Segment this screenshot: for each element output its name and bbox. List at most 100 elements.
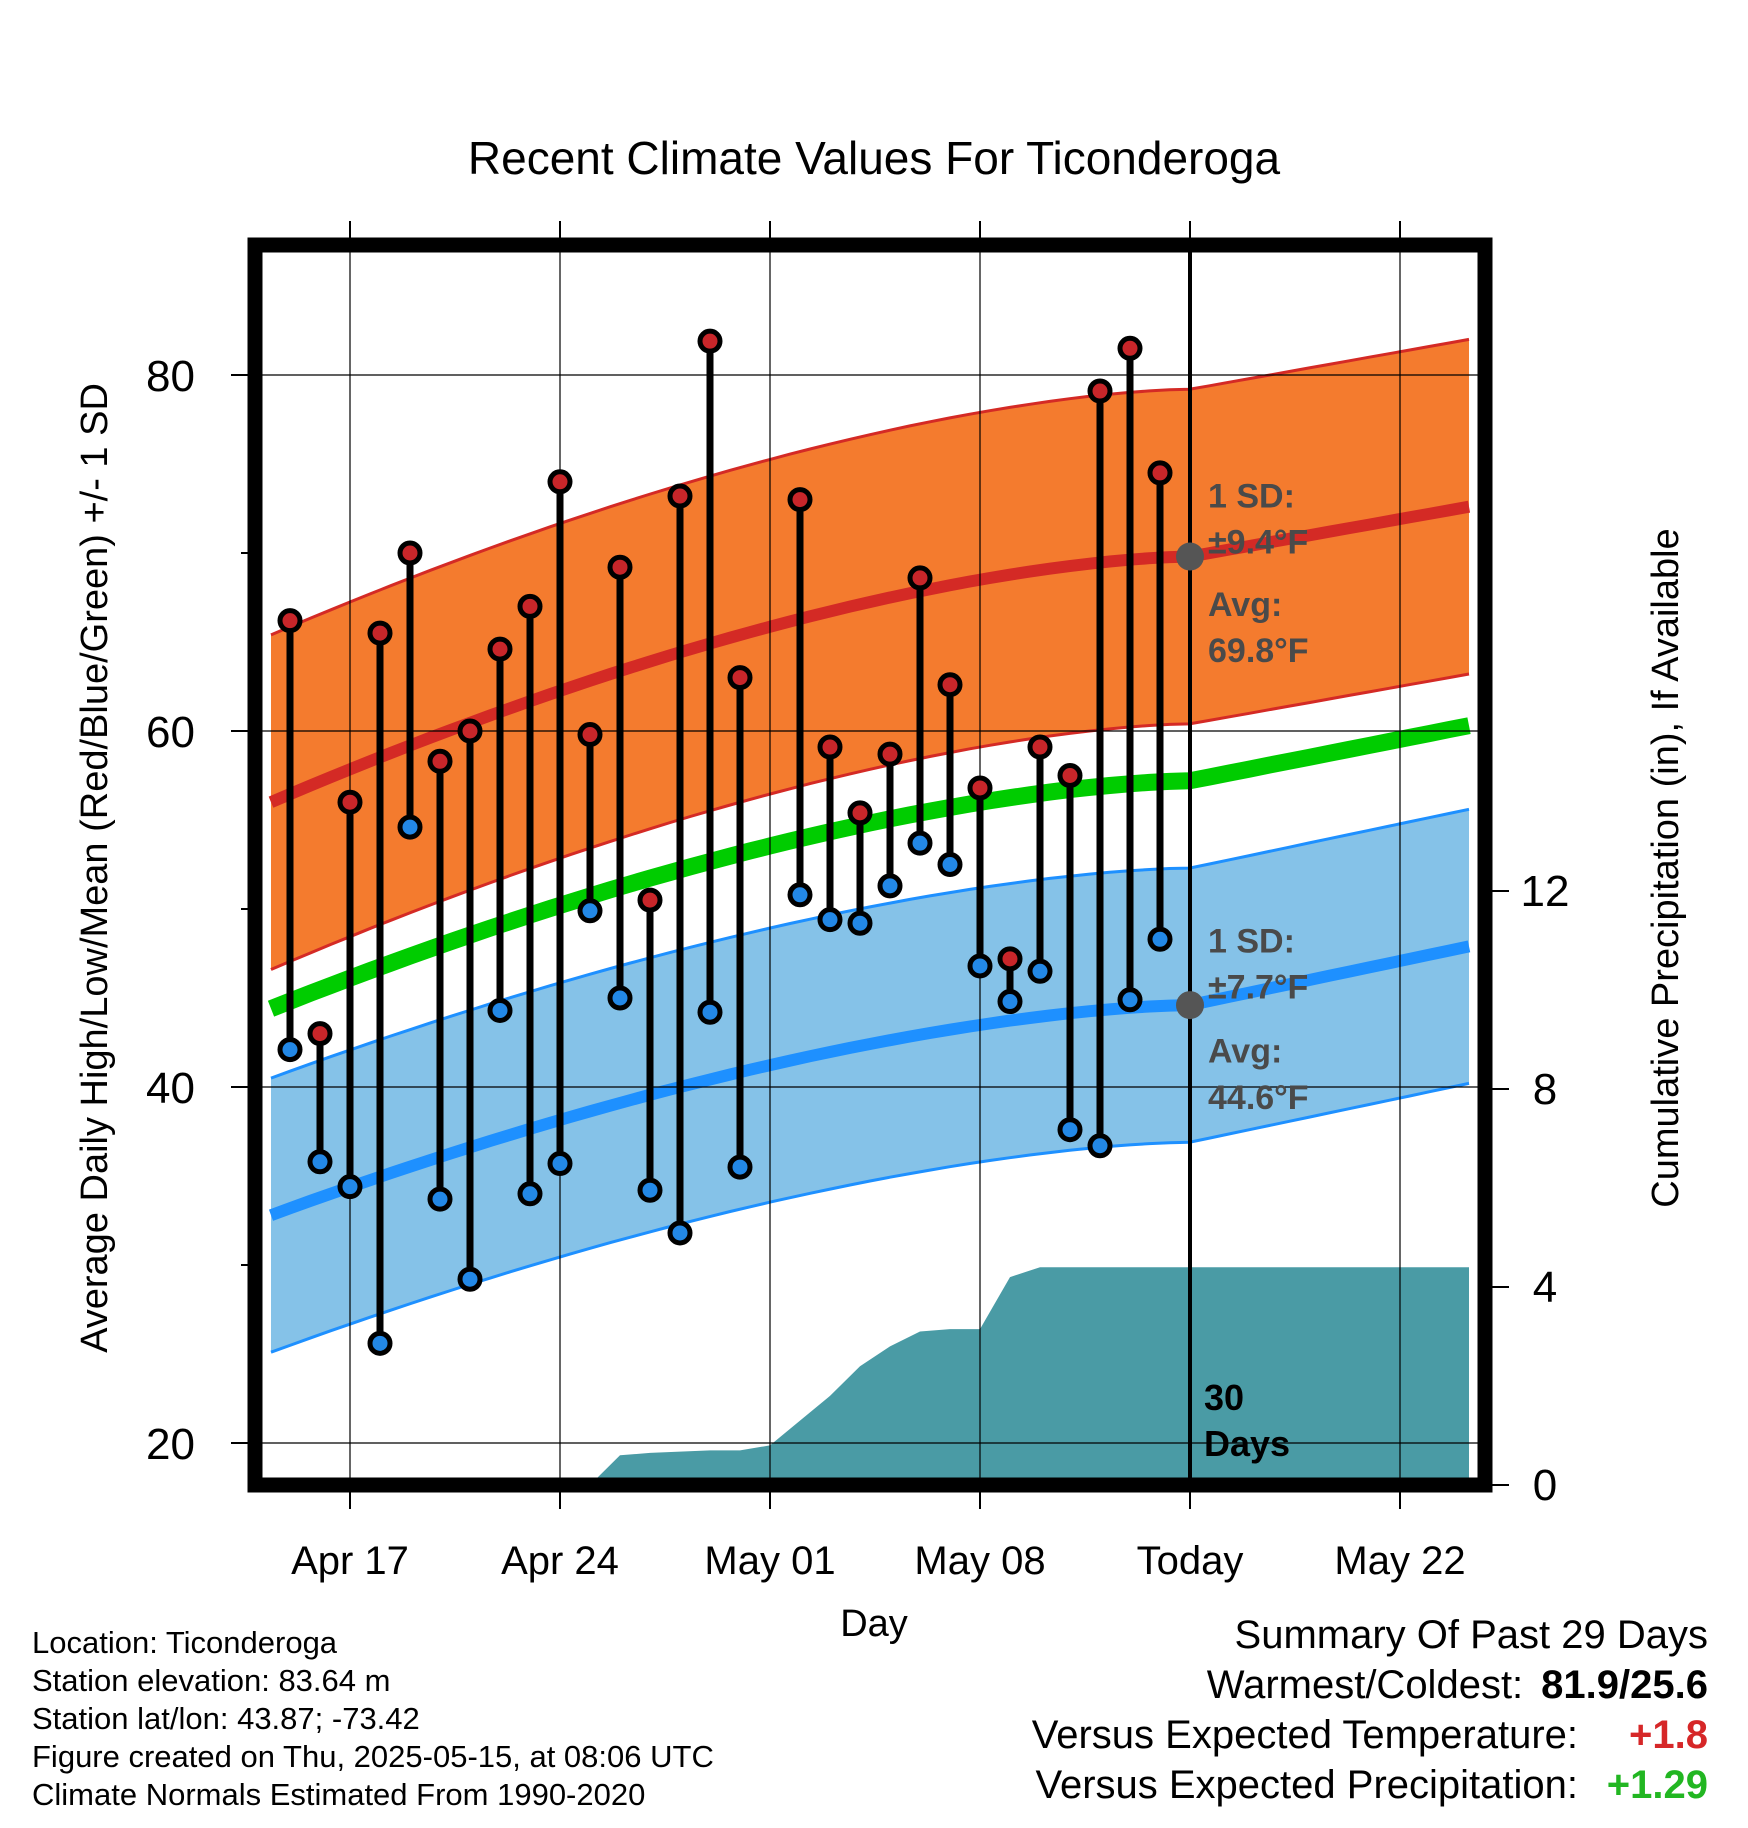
daily-low-point: [577, 898, 603, 924]
daily-low-point: [637, 1177, 663, 1203]
y2-tick-label: 0: [1533, 1461, 1557, 1510]
annot-high-avg-value: 69.8°F: [1208, 632, 1309, 670]
summary-warmest-value: 81.9/25.6: [1541, 1663, 1708, 1707]
annot-low-sd-label: 1 SD:: [1208, 922, 1295, 960]
info-normals: Climate Normals Estimated From 1990-2020: [32, 1777, 646, 1812]
daily-low-point: [1147, 926, 1173, 952]
daily-high-point: [367, 620, 393, 646]
daily-high-point: [727, 665, 753, 691]
annot-low-avg-label: Avg:: [1208, 1033, 1282, 1071]
info-location: Location: Ticonderoga: [32, 1625, 338, 1660]
annot-low-sd-value: ±7.7°F: [1208, 969, 1308, 1007]
today-days-label: 30: [1204, 1377, 1244, 1418]
plot-frame: [247, 237, 1493, 1493]
y-tick-label: 80: [146, 352, 195, 401]
daily-high-point: [697, 328, 723, 354]
daily-high-point: [397, 540, 423, 566]
y-axis-label: Average Daily High/Low/Mean (Red/Blue/Gr…: [74, 383, 116, 1353]
daily-high-point: [667, 483, 693, 509]
summary-precip-value: +1.29: [1606, 1763, 1708, 1807]
daily-low-point: [1117, 987, 1143, 1013]
y2-tick-label: 4: [1533, 1263, 1557, 1312]
x-tick-label: May 08: [914, 1539, 1045, 1583]
y2-tick-label: 12: [1521, 867, 1570, 916]
annot-high-sd-label: 1 SD:: [1208, 477, 1295, 515]
y-tick-label: 20: [146, 1420, 195, 1469]
daily-high-point: [847, 800, 873, 826]
daily-low-point: [847, 910, 873, 936]
daily-low-point: [397, 814, 423, 840]
daily-low-point: [277, 1037, 303, 1063]
daily-low-point: [907, 830, 933, 856]
daily-low-point: [967, 953, 993, 979]
chart-layer: 1 SD: ±9.4°F Avg: 69.8°F 1 SD: ±7.7°F Avg: 44.6…: [146, 221, 1569, 1583]
daily-low-point: [307, 1149, 333, 1175]
y-tick-label: 40: [146, 1064, 195, 1113]
info-latlon: Station lat/lon: 43.87; -73.42: [32, 1701, 420, 1736]
daily-low-point: [517, 1181, 543, 1207]
summary-warmest-row: Warmest/Coldest: 81.9/25.6: [1032, 1660, 1708, 1710]
x-axis-label: Day: [840, 1603, 908, 1645]
daily-low-point: [937, 852, 963, 877]
daily-low-point: [1057, 1117, 1083, 1143]
daily-high-point: [997, 946, 1023, 972]
daily-high-point: [817, 734, 843, 760]
x-tick-label: Apr 24: [501, 1539, 619, 1583]
y2-tick-label: 8: [1533, 1065, 1557, 1114]
daily-high-point: [937, 672, 963, 698]
today-low-avg-marker: [1176, 991, 1204, 1020]
daily-high-point: [967, 775, 993, 801]
daily-low-point: [367, 1330, 393, 1356]
daily-high-point: [487, 636, 513, 662]
annot-high-sd-value: ±9.4°F: [1208, 524, 1308, 562]
daily-low-point: [1087, 1133, 1113, 1159]
daily-low-point: [337, 1174, 363, 1200]
daily-low-point: [607, 985, 633, 1011]
daily-low-point: [787, 882, 813, 908]
summary-temp-value: +1.8: [1629, 1713, 1708, 1757]
daily-low-point: [427, 1186, 453, 1212]
summary-panel: Summary Of Past 29 Days Warmest/Coldest:…: [1032, 1610, 1708, 1810]
daily-low-point: [457, 1266, 483, 1292]
summary-temp-row: Versus Expected Temperature: +1.8: [1032, 1710, 1708, 1760]
x-tick-label: Today: [1137, 1539, 1244, 1583]
daily-high-point: [1057, 763, 1083, 788]
high-normal-band: [271, 339, 1469, 970]
daily-low-point: [667, 1220, 693, 1246]
annot-low-avg-value: 44.6°F: [1208, 1079, 1309, 1117]
daily-high-point: [907, 565, 933, 591]
chart-title: Recent Climate Values For Ticonderoga: [468, 132, 1281, 184]
daily-high-point: [427, 748, 453, 774]
daily-high-point: [877, 741, 903, 767]
daily-low-point: [697, 999, 723, 1025]
daily-high-point: [517, 593, 543, 619]
daily-low-point: [487, 997, 513, 1023]
x-tick-label: Apr 17: [291, 1539, 409, 1583]
daily-low-point: [817, 907, 843, 933]
daily-low-point: [727, 1154, 753, 1180]
daily-low-point: [1027, 958, 1053, 984]
annot-high-avg-label: Avg:: [1208, 586, 1282, 624]
x-tick-label: May 01: [704, 1539, 835, 1583]
x-tick-label: May 22: [1334, 1539, 1465, 1583]
summary-precip-label: Versus Expected Precipitation:: [1035, 1763, 1578, 1807]
today-days-label: Days: [1204, 1423, 1290, 1464]
info-elevation: Station elevation: 83.64 m: [32, 1663, 391, 1698]
precip-area: [560, 1267, 1469, 1485]
summary-warmest-label: Warmest/Coldest:: [1206, 1663, 1524, 1707]
station-info: Location: Ticonderoga Station elevation:…: [32, 1624, 714, 1814]
y2-axis-label: Cumulative Precipitation (in), If Availa…: [1645, 528, 1687, 1207]
daily-high-point: [637, 887, 663, 913]
y-tick-label: 60: [146, 708, 195, 757]
daily-high-point: [337, 789, 363, 815]
summary-temp-label: Versus Expected Temperature:: [1031, 1713, 1578, 1757]
today-high-avg-marker: [1176, 542, 1204, 571]
daily-low-point: [547, 1151, 573, 1177]
daily-low-point: [997, 989, 1023, 1015]
daily-high-point: [787, 487, 813, 513]
info-created: Figure created on Thu, 2025-05-15, at 08…: [32, 1739, 714, 1774]
daily-high-point: [607, 554, 633, 580]
daily-high-point: [1117, 335, 1143, 361]
daily-high-point: [277, 608, 303, 634]
